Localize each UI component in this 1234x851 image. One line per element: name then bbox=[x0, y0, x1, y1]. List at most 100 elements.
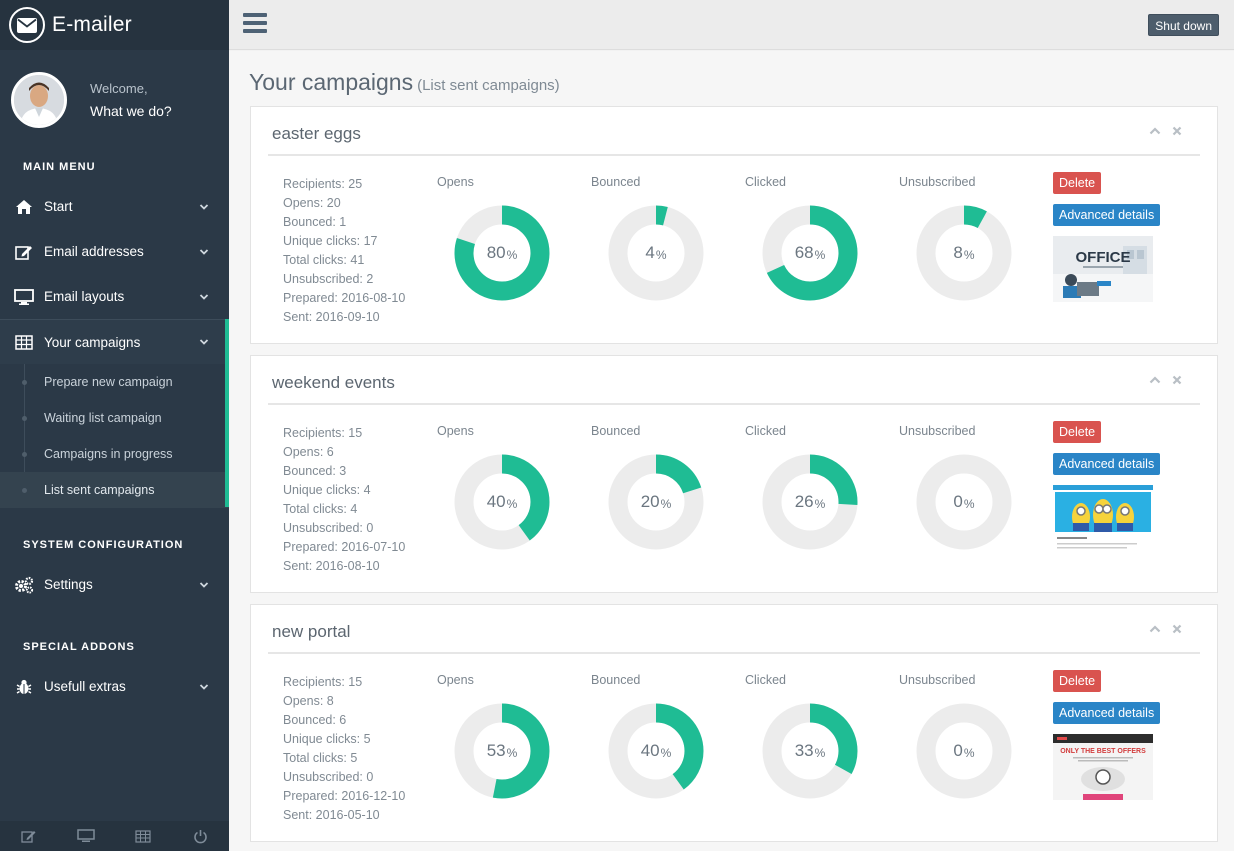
campaign-stats: Recipients: 15 Opens: 8 Bounced: 6 Unique c… bbox=[283, 673, 405, 825]
submenu-item-prepare[interactable]: Prepare new campaign bbox=[0, 364, 229, 400]
donut-value: 20 bbox=[640, 492, 660, 511]
donut-chart-bounced: Bounced 4% bbox=[591, 175, 721, 301]
home-icon bbox=[14, 197, 34, 217]
close-icon[interactable] bbox=[1172, 624, 1182, 634]
chevron-down-icon bbox=[199, 683, 209, 690]
footer-edit-button[interactable] bbox=[0, 821, 57, 851]
donut-chart-opens: Opens 40% bbox=[437, 424, 567, 550]
delete-button[interactable]: Delete bbox=[1053, 421, 1102, 443]
campaign-thumbnail[interactable]: OFFICE bbox=[1053, 236, 1153, 302]
campaign-stats: Recipients: 25 Opens: 20 Bounced: 1 Unique … bbox=[283, 175, 405, 327]
stat-line: Unsubscribed: 0 bbox=[283, 521, 374, 535]
chart-label: Clicked bbox=[745, 424, 786, 438]
profile-subtitle[interactable]: What we do? bbox=[90, 103, 172, 119]
donut-value: 40 bbox=[486, 492, 506, 511]
donut-value: 40 bbox=[640, 741, 660, 760]
donut-arc bbox=[454, 703, 550, 799]
menu-toggle-icon[interactable] bbox=[243, 13, 267, 33]
chart-label: Clicked bbox=[745, 175, 786, 189]
avatar[interactable] bbox=[11, 72, 67, 128]
advanced-details-button[interactable]: Advanced details bbox=[1053, 453, 1161, 475]
donut: 4% bbox=[608, 205, 704, 301]
power-icon bbox=[194, 829, 207, 843]
envelope-icon bbox=[9, 7, 45, 43]
donut: 40% bbox=[608, 703, 704, 799]
chart-label: Opens bbox=[437, 673, 474, 687]
system-config-heading: SYSTEM CONFIGURATION bbox=[23, 539, 184, 551]
stat-line: Bounced: 6 bbox=[283, 713, 347, 727]
donut-arc bbox=[454, 205, 550, 301]
submenu-item-list-sent[interactable]: List sent campaigns bbox=[0, 472, 229, 508]
footer-table-button[interactable] bbox=[115, 821, 172, 851]
campaign-title: easter eggs bbox=[272, 124, 361, 143]
donut: 0% bbox=[916, 703, 1012, 799]
sidebar-item-email-addresses[interactable]: Email addresses bbox=[0, 229, 229, 274]
sidebar-item-settings[interactable]: Settings bbox=[0, 562, 229, 607]
donut-value: 33 bbox=[794, 741, 814, 760]
campaign-thumbnail[interactable]: ONLY THE BEST OFFERS bbox=[1053, 734, 1153, 800]
stat-line: Opens: 20 bbox=[283, 196, 341, 210]
stat-line: Bounced: 1 bbox=[283, 215, 347, 229]
donut-value: 53 bbox=[486, 741, 506, 760]
stat-line: Unique clicks: 5 bbox=[283, 732, 371, 746]
campaign-panel: easter eggs Recipients: 25 Opens: 20 Bounce… bbox=[250, 106, 1218, 344]
sidebar-item-label: Email addresses bbox=[44, 244, 144, 259]
stat-line: Unique clicks: 17 bbox=[283, 234, 378, 248]
main-content: Your campaigns (List sent campaigns) east… bbox=[229, 51, 1234, 851]
edit-icon bbox=[14, 242, 34, 262]
donut-arc bbox=[608, 703, 704, 799]
edit-icon bbox=[20, 831, 36, 843]
advanced-details-button[interactable]: Advanced details bbox=[1053, 204, 1161, 226]
shutdown-button[interactable]: Shut down bbox=[1148, 14, 1219, 36]
chart-label: Opens bbox=[437, 175, 474, 189]
chart-label: Clicked bbox=[745, 673, 786, 687]
brand[interactable]: E-mailer bbox=[0, 0, 229, 50]
footer-monitor-button[interactable] bbox=[57, 821, 114, 851]
collapse-icon[interactable] bbox=[1149, 375, 1161, 385]
close-icon[interactable] bbox=[1172, 375, 1182, 385]
donut: 68% bbox=[762, 205, 858, 301]
advanced-details-button[interactable]: Advanced details bbox=[1053, 702, 1161, 724]
app-title: E-mailer bbox=[52, 13, 132, 36]
sidebar-item-email-layouts[interactable]: Email layouts bbox=[0, 274, 229, 319]
stat-line: Total clicks: 4 bbox=[283, 502, 358, 516]
campaign-title: weekend events bbox=[272, 373, 395, 392]
chart-label: Unsubscribed bbox=[899, 673, 976, 687]
sidebar-item-label: Your campaigns bbox=[44, 334, 141, 350]
page-title: Your campaigns (List sent campaigns) bbox=[249, 69, 560, 95]
stat-line: Bounced: 3 bbox=[283, 464, 347, 478]
donut-track bbox=[916, 454, 1012, 550]
sidebar-item-extras[interactable]: Usefull extras bbox=[0, 664, 229, 709]
submenu-item-waiting[interactable]: Waiting list campaign bbox=[0, 400, 229, 436]
submenu-item-in-progress[interactable]: Campaigns in progress bbox=[0, 436, 229, 472]
sidebar-item-label: Email layouts bbox=[44, 289, 125, 304]
chart-label: Unsubscribed bbox=[899, 424, 976, 438]
sidebar-item-your-campaigns[interactable]: Your campaigns bbox=[0, 319, 229, 364]
footer-power-button[interactable] bbox=[172, 821, 229, 851]
sidebar-footer bbox=[0, 821, 229, 851]
donut-arc bbox=[454, 454, 550, 550]
donut-track bbox=[916, 703, 1012, 799]
donut: 53% bbox=[454, 703, 550, 799]
profile: Welcome, What we do? bbox=[0, 50, 229, 150]
sidebar-item-label: Settings bbox=[44, 577, 93, 592]
welcome-text: Welcome, bbox=[90, 81, 148, 96]
collapse-icon[interactable] bbox=[1149, 624, 1161, 634]
sidebar-item-label: Usefull extras bbox=[44, 679, 126, 694]
sidebar-item-start[interactable]: Start bbox=[0, 184, 229, 229]
stat-line: Unsubscribed: 2 bbox=[283, 272, 374, 286]
donut-chart-clicked: Clicked 33% bbox=[745, 673, 875, 799]
donut-value: 0 bbox=[953, 492, 963, 511]
campaign-panel: new portal Recipients: 15 Opens: 8 Bounced:… bbox=[250, 604, 1218, 842]
collapse-icon[interactable] bbox=[1149, 126, 1161, 136]
donut-arc bbox=[608, 205, 704, 301]
donut: 20% bbox=[608, 454, 704, 550]
campaign-title: new portal bbox=[272, 622, 351, 641]
donut-chart-unsubscribed: Unsubscribed 0% bbox=[899, 673, 1029, 799]
close-icon[interactable] bbox=[1172, 126, 1182, 136]
delete-button[interactable]: Delete bbox=[1053, 172, 1102, 194]
campaign-thumbnail[interactable] bbox=[1053, 485, 1153, 551]
delete-button[interactable]: Delete bbox=[1053, 670, 1102, 692]
stat-line: Opens: 6 bbox=[283, 445, 334, 459]
donut-arc bbox=[762, 703, 858, 799]
